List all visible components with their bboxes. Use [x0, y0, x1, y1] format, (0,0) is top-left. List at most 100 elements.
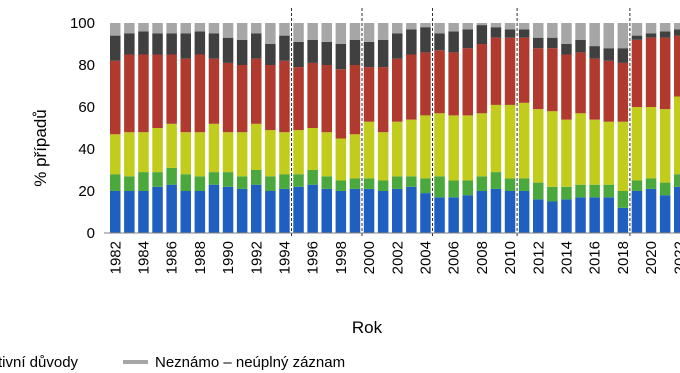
bar-segment-2006-s3	[448, 52, 459, 116]
bar-segment-2021-s5	[659, 23, 671, 32]
bar-segment-2003-s1	[406, 176, 417, 187]
bar-segment-1987-s3	[180, 58, 191, 133]
bar-segment-2017-s1	[603, 184, 614, 198]
bar-segment-1987-s2	[180, 132, 191, 175]
bar-segment-2004-s4	[420, 27, 431, 53]
bar-segment-2012-s2	[533, 109, 544, 183]
x-tick-label: 2004	[417, 241, 434, 274]
bar-segment-2014-s3	[561, 54, 572, 120]
bar-segment-2007-s5	[462, 23, 473, 30]
bar-segment-2004-s1	[420, 178, 431, 194]
bar-segment-2013-s3	[547, 48, 558, 112]
bar-segment-1982-s5	[110, 23, 121, 36]
bar-segment-2013-s0	[547, 201, 558, 233]
bar-segment-2011-s2	[518, 102, 530, 179]
bar-segment-1995-s1	[293, 174, 304, 187]
bar-segment-1986-s5	[166, 23, 177, 34]
bar-segment-2014-s2	[561, 119, 572, 187]
bar-segment-2013-s5	[547, 23, 558, 38]
bar-segment-2007-s0	[462, 195, 473, 233]
bar-segment-1996-s3	[307, 62, 318, 128]
bar-segment-2019-s3	[631, 39, 643, 107]
bar-segment-2002-s4	[392, 33, 403, 59]
bar-segment-1997-s0	[321, 188, 332, 233]
bar-segment-1993-s4	[265, 44, 276, 65]
x-axis-ticks: 1982 1984 1986 1988 1990 1992 1994 1996 1998 2000…	[107, 241, 680, 274]
bar-segment-2002-s0	[392, 188, 403, 233]
bar-segment-2011-s5	[518, 23, 530, 30]
bar-segment-1985-s0	[152, 186, 163, 233]
bar-segment-2016-s2	[589, 119, 600, 185]
bar-segment-2005-s2	[434, 113, 445, 177]
bar-segment-2002-s2	[392, 121, 403, 177]
bar-segment-2016-s4	[589, 46, 600, 59]
bar-segment-2000-s1	[363, 178, 375, 189]
bar-segment-1992-s1	[251, 170, 262, 185]
bar-segment-1998-s1	[335, 180, 347, 191]
bar-segment-2018-s5	[617, 23, 629, 49]
bar-segment-2000-s2	[363, 121, 375, 179]
bar-segment-1994-s2	[279, 132, 290, 175]
bar-segment-1986-s1	[166, 167, 177, 185]
bar-segment-2000-s5	[363, 23, 375, 42]
x-tick-label: 2016	[587, 241, 604, 274]
bar-segment-2017-s0	[603, 197, 614, 233]
bar-segment-2006-s1	[448, 180, 459, 198]
bar-segment-1989-s0	[208, 184, 220, 233]
x-tick-label: 2000	[361, 241, 378, 274]
bar-segment-2002-s5	[392, 23, 403, 34]
bar-segment-2003-s5	[406, 23, 417, 30]
bar-segment-2001-s2	[377, 132, 389, 181]
bar-segment-2005-s1	[434, 176, 445, 198]
bar-segment-2018-s1	[617, 191, 629, 208]
bar-segment-1984-s0	[138, 191, 149, 233]
bar-segment-2015-s2	[575, 113, 586, 185]
bar-segment-1997-s4	[321, 41, 332, 65]
legend: tivní důvody Neznámo – neúplný záznam	[0, 354, 345, 371]
bar-segment-2012-s1	[533, 182, 544, 200]
bar-segment-2022-s5	[674, 23, 680, 30]
bar-segment-1989-s3	[208, 58, 220, 124]
x-tick-label: 1998	[333, 241, 350, 274]
bar-segment-1999-s1	[349, 178, 361, 189]
bar-segment-2012-s0	[533, 199, 544, 233]
bar-segment-2012-s3	[533, 48, 544, 110]
bar-segment-2007-s2	[462, 115, 473, 181]
bar-segment-2010-s3	[504, 37, 516, 105]
bar-segment-1983-s5	[124, 23, 135, 34]
bar-segment-2013-s2	[547, 111, 558, 187]
bar-segment-2009-s4	[490, 27, 502, 38]
bar-segment-1992-s5	[251, 23, 262, 34]
bar-segment-1990-s2	[222, 132, 234, 173]
bar-segment-1999-s0	[349, 188, 361, 233]
bar-segment-1998-s3	[335, 69, 347, 139]
bar-segment-2016-s1	[589, 184, 600, 198]
bar-segment-2003-s0	[406, 186, 417, 233]
bar-segment-1983-s2	[124, 132, 135, 177]
bar-segment-1987-s0	[180, 191, 191, 233]
bar-segment-1988-s1	[194, 176, 206, 191]
bar-segment-2016-s5	[589, 23, 600, 47]
x-tick-label: 1988	[192, 241, 209, 274]
bar-segment-1991-s2	[236, 132, 248, 177]
bar-segment-2010-s0	[504, 191, 516, 233]
bar-segment-2004-s5	[420, 23, 431, 28]
bar-segment-2002-s3	[392, 58, 403, 122]
bar-segment-2019-s1	[631, 180, 643, 191]
bar-segment-1988-s2	[194, 132, 206, 177]
bar-segment-2022-s4	[674, 29, 680, 36]
bar-segment-1982-s3	[110, 60, 121, 135]
bar-segment-1985-s3	[152, 54, 163, 128]
bar-segment-2005-s0	[434, 197, 445, 233]
x-tick-label: 1990	[220, 241, 237, 274]
bar-segment-1994-s3	[279, 60, 290, 133]
x-tick-label: 1984	[135, 241, 152, 274]
bar-segment-2011-s1	[518, 178, 530, 191]
bar-segment-2011-s3	[518, 37, 530, 103]
bar-segment-2007-s3	[462, 48, 473, 116]
bar-segment-1984-s1	[138, 172, 149, 191]
x-tick-label: 2008	[474, 241, 491, 274]
bar-segment-1985-s2	[152, 128, 163, 173]
bar-segment-2001-s1	[377, 180, 389, 191]
bar-segment-1994-s1	[279, 174, 290, 189]
